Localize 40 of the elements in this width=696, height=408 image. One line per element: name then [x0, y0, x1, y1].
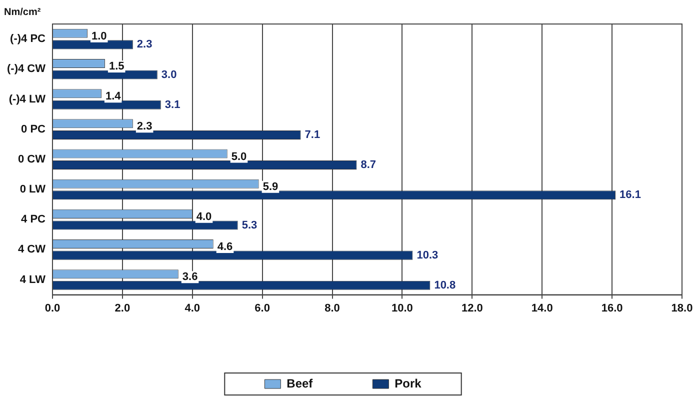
- data-label: 10.8: [434, 279, 456, 292]
- x-tick-label: 14.0: [531, 302, 553, 314]
- data-label: 7.1: [304, 128, 320, 141]
- data-label: 2.3: [136, 120, 152, 133]
- x-tick-label: 10.0: [392, 302, 413, 314]
- chart-title: Nm/cm²: [4, 6, 42, 18]
- data-label: 1.5: [108, 60, 124, 73]
- x-tick-label: 2.0: [114, 302, 130, 314]
- data-label: 16.1: [620, 189, 641, 202]
- data-label: 4.0: [196, 210, 212, 223]
- x-tick-label: 0.0: [44, 302, 60, 314]
- data-label: 1.0: [91, 30, 107, 42]
- data-label: 2.3: [136, 38, 152, 51]
- y-tick-label: 0 LW: [20, 184, 46, 196]
- data-label: 3.1: [164, 98, 180, 111]
- data-label: 3.0: [161, 68, 177, 81]
- y-tick-label: (-)4 LW: [8, 93, 46, 106]
- x-tick-label: 12.0: [461, 302, 483, 314]
- y-tick-label: 4 PC: [21, 214, 46, 226]
- x-tick-label: 16.0: [601, 302, 623, 314]
- y-tick-label: 0 CW: [18, 153, 46, 166]
- data-label: 5.9: [262, 180, 278, 193]
- data-label: 4.6: [217, 241, 233, 254]
- x-tick-label: 8.0: [324, 302, 340, 314]
- y-tick-label: 4 LW: [20, 274, 46, 286]
- data-label: 10.3: [416, 249, 438, 262]
- y-tick-label: (-)4 PC: [10, 33, 46, 46]
- y-tick-label: 4 CW: [18, 244, 46, 256]
- data-label: 3.6: [182, 271, 198, 284]
- data-label: 5.3: [242, 219, 258, 232]
- data-label: 8.7: [360, 159, 376, 172]
- y-tick-label: 0 PC: [21, 123, 46, 136]
- x-tick-label: 6.0: [254, 302, 270, 314]
- data-label: 5.0: [231, 150, 247, 163]
- x-tick-label: 18.0: [671, 302, 693, 314]
- legend-label: Beef: [286, 376, 314, 390]
- data-label: 1.4: [105, 90, 122, 103]
- x-tick-label: 4.0: [184, 302, 200, 314]
- y-tick-label: (-)4 CW: [6, 63, 46, 76]
- legend-label: Pork: [394, 376, 422, 390]
